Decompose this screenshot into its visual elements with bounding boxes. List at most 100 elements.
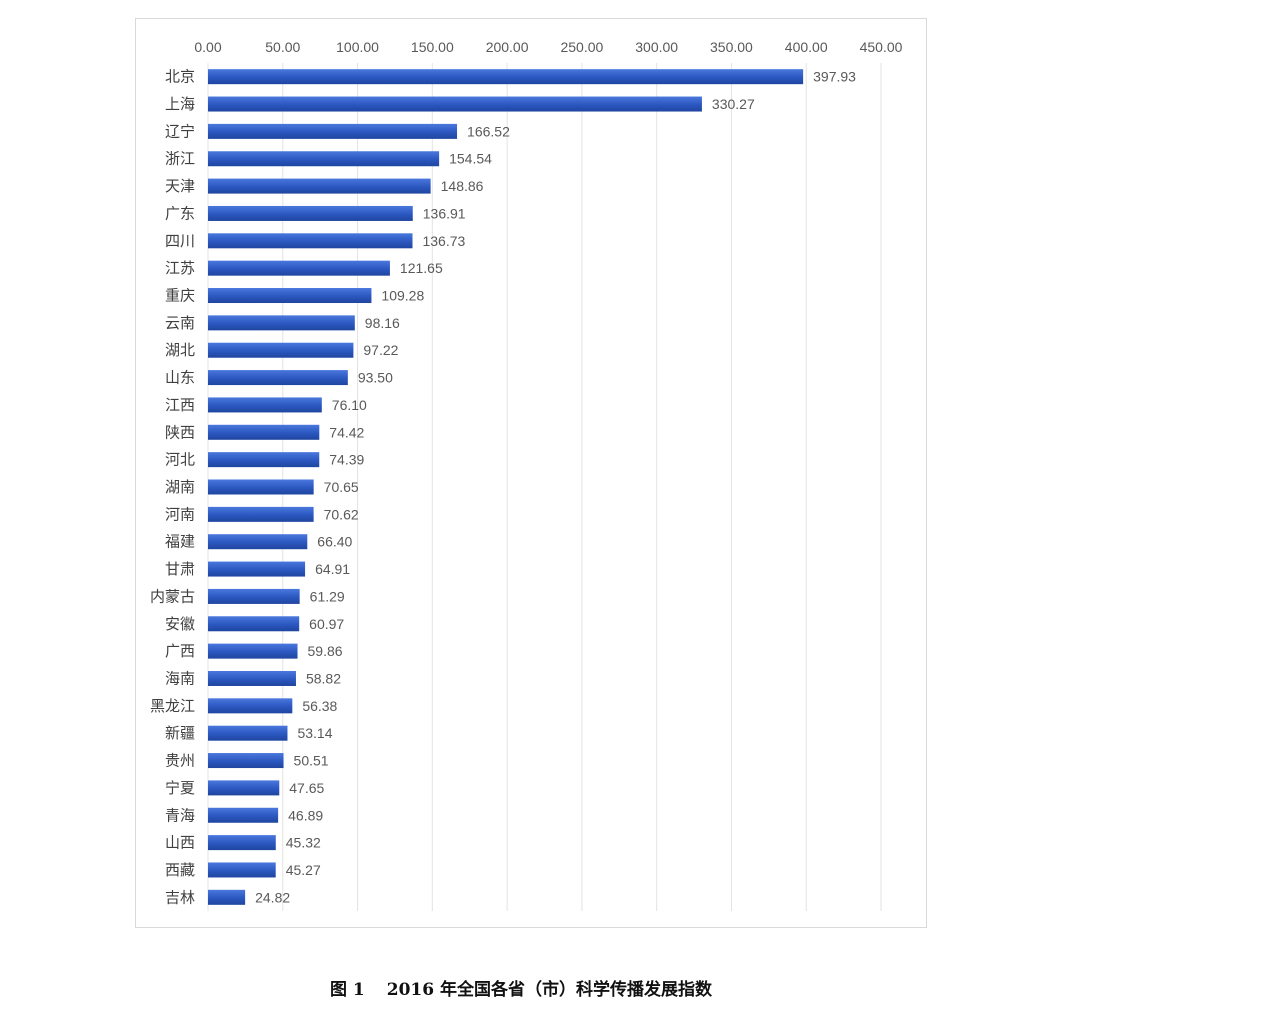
x-tick-label: 150.00 [411, 39, 454, 55]
data-label: 45.27 [286, 862, 321, 878]
figure-caption-text: 2016 年全国各省（市）科学传播发展指数 [386, 980, 712, 1000]
category-label: 湖南 [165, 478, 195, 496]
x-tick-label: 400.00 [785, 39, 828, 55]
data-label: 93.50 [358, 370, 393, 386]
data-label: 166.52 [467, 123, 510, 139]
bar [208, 725, 288, 741]
bar [208, 397, 322, 413]
bar [208, 233, 413, 249]
bar [208, 643, 298, 659]
bar [208, 315, 355, 331]
bar [208, 178, 431, 194]
category-label: 甘肃 [165, 560, 195, 578]
data-label: 58.82 [306, 670, 341, 686]
bar [208, 807, 279, 823]
x-tick-label: 250.00 [560, 39, 603, 55]
category-label: 天津 [165, 177, 195, 195]
data-label: 70.65 [324, 479, 359, 495]
x-axis-tick-labels: 0.00 50.00 100.00 150.00 200.00 250.00 300.00 3… [194, 39, 902, 55]
bar [208, 506, 314, 522]
chart-frame: 0.00 50.00 100.00 150.00 200.00 250.00 300.00 3… [135, 18, 927, 928]
category-label: 浙江 [165, 150, 195, 168]
data-label: 109.28 [381, 288, 424, 304]
bar [208, 452, 320, 468]
data-label: 53.14 [297, 725, 332, 741]
category-label: 陕西 [165, 423, 195, 441]
category-label: 吉林 [165, 888, 195, 906]
bar [208, 424, 320, 440]
data-label: 154.54 [449, 151, 492, 167]
x-tick-label: 200.00 [486, 39, 529, 55]
category-label: 贵州 [165, 752, 195, 770]
bar [208, 862, 276, 878]
data-label: 47.65 [289, 780, 324, 796]
data-label: 46.89 [288, 807, 323, 823]
data-label: 76.10 [332, 397, 367, 413]
x-tick-label: 450.00 [860, 39, 903, 55]
bar [208, 288, 372, 304]
figure-number: 图 1 [330, 980, 365, 1000]
bar [208, 670, 296, 686]
data-label: 148.86 [441, 178, 484, 194]
bar [208, 370, 348, 386]
category-label: 海南 [165, 669, 195, 687]
category-label: 新疆 [165, 724, 195, 742]
data-label: 45.32 [286, 835, 321, 851]
bar [208, 534, 308, 550]
data-labels: 397.93 330.27 166.52 154.54 148.86 136.91 136.… [255, 69, 856, 906]
bar [208, 616, 300, 632]
data-label: 74.42 [329, 424, 364, 440]
category-label: 宁夏 [165, 779, 195, 797]
bar [208, 151, 440, 167]
data-label: 60.97 [309, 616, 344, 632]
data-label: 24.82 [255, 889, 290, 905]
category-label: 山西 [165, 834, 195, 852]
category-label: 福建 [165, 533, 195, 551]
data-label: 70.62 [324, 506, 359, 522]
data-label: 56.38 [302, 698, 337, 714]
category-label: 四川 [165, 232, 195, 250]
figure-caption: 图 1 2016 年全国各省（市）科学传播发展指数 [330, 975, 712, 1000]
category-label: 河北 [165, 451, 195, 469]
category-label: 辽宁 [165, 122, 195, 140]
bar [208, 342, 354, 358]
bar [208, 889, 246, 905]
category-label: 湖北 [165, 341, 195, 359]
data-label: 121.65 [400, 260, 443, 276]
category-label: 黑龙江 [150, 697, 195, 715]
category-label: 江苏 [165, 259, 195, 277]
bar [208, 698, 293, 714]
data-label: 66.40 [317, 534, 352, 550]
bar [208, 96, 702, 112]
category-label: 广东 [165, 204, 195, 222]
category-label: 江西 [165, 396, 195, 414]
category-label: 北京 [165, 68, 195, 86]
x-tick-label: 350.00 [710, 39, 753, 55]
data-label: 74.39 [329, 452, 364, 468]
data-label: 98.16 [365, 315, 400, 331]
data-label: 61.29 [310, 588, 345, 604]
category-label: 广西 [165, 642, 195, 660]
x-tick-label: 0.00 [194, 39, 221, 55]
bar [208, 835, 276, 851]
bar [208, 123, 458, 139]
category-labels: 北京上海辽宁浙江天津广东四川江苏重庆云南湖北山东江西陕西河北湖南河南福建甘肃内蒙… [150, 68, 195, 907]
category-label: 云南 [165, 314, 195, 332]
gridlines [207, 63, 882, 911]
data-label: 136.91 [423, 205, 466, 221]
bar-chart: 0.00 50.00 100.00 150.00 200.00 250.00 300.00 3… [150, 39, 903, 911]
bar [208, 588, 300, 604]
data-label: 397.93 [813, 69, 856, 85]
x-tick-label: 50.00 [265, 39, 300, 55]
bar [208, 780, 280, 796]
bar [208, 205, 413, 221]
data-label: 59.86 [308, 643, 343, 659]
category-label: 上海 [165, 95, 195, 113]
x-tick-label: 300.00 [635, 39, 678, 55]
bar [208, 479, 314, 495]
bar [208, 753, 284, 769]
data-label: 64.91 [315, 561, 350, 577]
data-label: 136.73 [422, 233, 465, 249]
bar [208, 561, 306, 577]
category-label: 内蒙古 [150, 587, 195, 605]
